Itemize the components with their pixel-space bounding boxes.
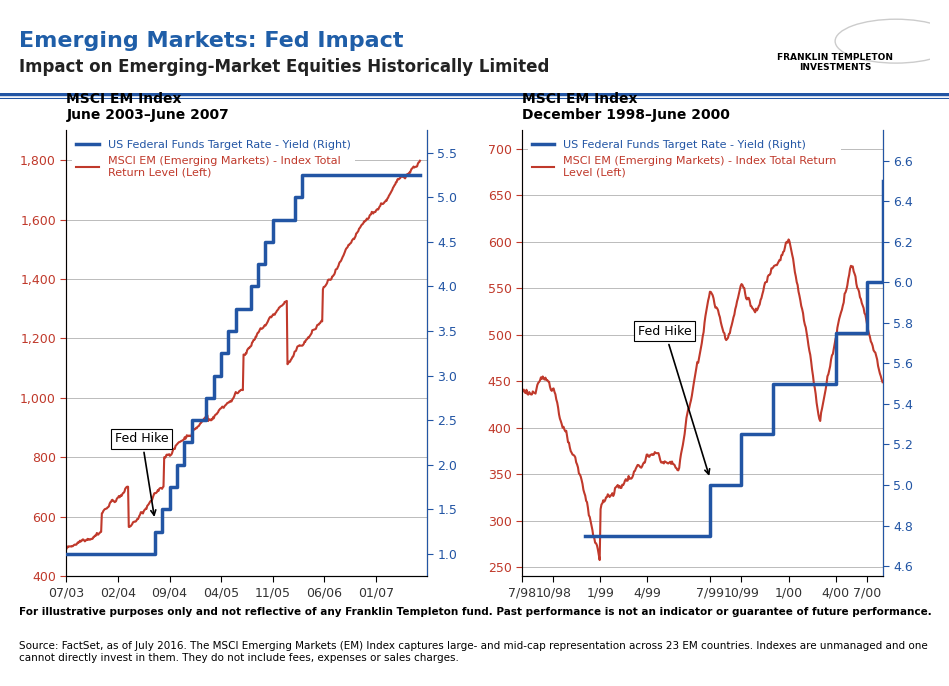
Text: Fed Hike: Fed Hike — [638, 324, 710, 474]
Text: For illustrative purposes only and not reflective of any Franklin Templeton fund: For illustrative purposes only and not r… — [19, 607, 932, 617]
Text: Source: FactSet, as of July 2016. The MSCI Emerging Markets (EM) Index captures : Source: FactSet, as of July 2016. The MS… — [19, 641, 928, 663]
Text: MSCI EM Index
June 2003–June 2007: MSCI EM Index June 2003–June 2007 — [66, 92, 229, 122]
Text: MSCI EM Index
December 1998–June 2000: MSCI EM Index December 1998–June 2000 — [522, 92, 730, 122]
Legend: US Federal Funds Target Rate - Yield (Right), MSCI EM (Emerging Markets) - Index: US Federal Funds Target Rate - Yield (Ri… — [72, 136, 355, 182]
Text: FRANKLIN TEMPLETON
INVESTMENTS: FRANKLIN TEMPLETON INVESTMENTS — [777, 53, 893, 72]
Legend: US Federal Funds Target Rate - Yield (Right), MSCI EM (Emerging Markets) - Index: US Federal Funds Target Rate - Yield (Ri… — [528, 136, 841, 182]
Text: Fed Hike: Fed Hike — [115, 432, 169, 515]
Text: Emerging Markets: Fed Impact: Emerging Markets: Fed Impact — [19, 31, 403, 51]
Text: Impact on Emerging-Market Equities Historically Limited: Impact on Emerging-Market Equities Histo… — [19, 58, 549, 76]
